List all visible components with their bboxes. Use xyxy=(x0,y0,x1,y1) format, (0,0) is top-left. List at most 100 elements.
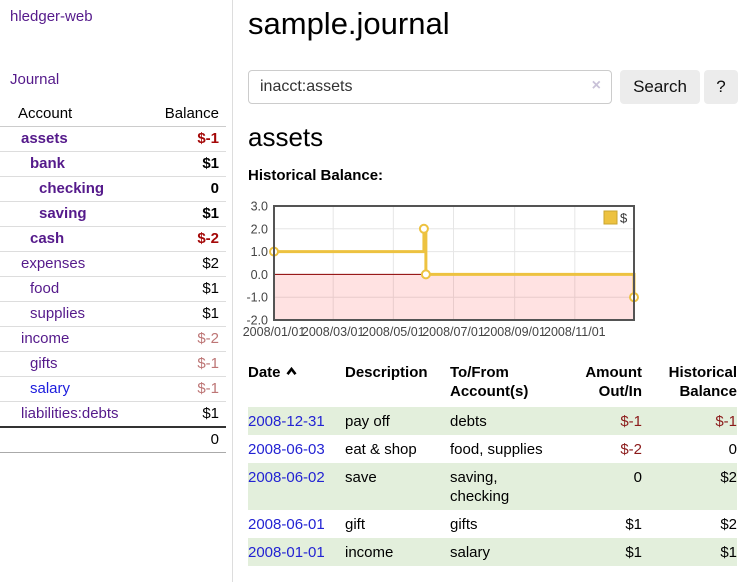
y-tick-label: 1.0 xyxy=(251,245,268,259)
sort-ascending-icon xyxy=(285,366,297,375)
account-row: expenses $2 xyxy=(0,251,226,277)
account-row: cash $-2 xyxy=(0,226,226,252)
register-amount: $-1 xyxy=(620,413,642,430)
register-description: save xyxy=(345,469,377,486)
register-date-link[interactable]: 2008-12-31 xyxy=(248,413,325,430)
account-balance: 0 xyxy=(210,180,219,197)
account-balance: $2 xyxy=(202,255,219,272)
account-balance: $-1 xyxy=(197,130,219,147)
register-header-date[interactable]: Date xyxy=(248,361,345,407)
register-table: Date Description To/From Account(s) Amou… xyxy=(248,361,737,566)
account-balance: $1 xyxy=(202,205,219,222)
y-tick-label: -1.0 xyxy=(246,291,268,305)
register-description: gift xyxy=(345,516,366,533)
account-link[interactable]: assets xyxy=(21,130,68,147)
brand-link[interactable]: hledger-web xyxy=(10,8,93,25)
account-row: food $1 xyxy=(0,276,226,302)
register-accounts: gifts xyxy=(450,516,478,533)
legend-label: $ xyxy=(620,211,628,226)
account-row: income $-2 xyxy=(0,326,226,352)
register-header-historical: Historical Balance xyxy=(668,364,737,400)
register-amount: 0 xyxy=(633,469,642,486)
account-link[interactable]: cash xyxy=(30,230,65,247)
main-content: sample.journal × Search ? assets Histori… xyxy=(243,0,742,582)
sidebar: hledger-web Journal Account Balance asse… xyxy=(0,0,233,582)
register-row: 2008-01-01 income salary $1 $1 xyxy=(248,538,737,566)
accounts-header-account: Account xyxy=(0,102,150,127)
register-description: income xyxy=(345,544,394,561)
account-link[interactable]: gifts xyxy=(30,355,58,372)
chart-legend: $ xyxy=(603,210,628,226)
register-date-link[interactable]: 2008-06-01 xyxy=(248,516,325,533)
register-balance: $1 xyxy=(720,544,737,561)
account-link[interactable]: checking xyxy=(39,180,105,197)
account-link[interactable]: liabilities:debts xyxy=(21,405,119,422)
sidebar-item-journal[interactable]: Journal xyxy=(10,71,60,88)
account-balance: $-1 xyxy=(197,355,219,372)
register-header-description: Description xyxy=(345,364,428,381)
page-title: sample.journal xyxy=(248,6,450,41)
chart-title: Historical Balance: xyxy=(248,167,384,184)
account-row: liabilities:debts $1 xyxy=(0,402,226,428)
account-link[interactable]: saving xyxy=(39,205,87,222)
register-balance: 0 xyxy=(728,441,737,458)
accounts-table: Account Balance assets $-1 bank $1 checking 0… xyxy=(0,102,226,453)
register-balance: $2 xyxy=(720,516,737,533)
register-date-link[interactable]: 2008-06-02 xyxy=(248,469,325,486)
register-row: 2008-06-01 gift gifts $1 $2 xyxy=(248,510,737,538)
register-row: 2008-06-02 save saving, checking 0 $2 xyxy=(248,463,737,510)
account-link[interactable]: supplies xyxy=(30,305,86,322)
x-tick-label: 2008/07/01 xyxy=(422,325,485,339)
account-row: checking 0 xyxy=(0,176,226,202)
data-point-marker xyxy=(420,269,431,280)
account-row: supplies $1 xyxy=(0,301,226,327)
account-link[interactable]: expenses xyxy=(21,255,86,272)
account-link[interactable]: income xyxy=(21,330,70,347)
y-tick-label: 0.0 xyxy=(251,268,268,282)
account-row: gifts $-1 xyxy=(0,351,226,377)
register-amount: $1 xyxy=(625,516,642,533)
register-row: 2008-12-31 pay off debts $-1 $-1 xyxy=(248,407,737,435)
x-tick-label: 2008/01/01 xyxy=(243,325,306,339)
search-input[interactable] xyxy=(248,70,612,104)
search-button[interactable]: Search xyxy=(620,70,700,104)
y-tick-label: 3.0 xyxy=(251,200,268,214)
clear-search-icon[interactable]: × xyxy=(591,77,601,94)
y-tick-label: -2.0 xyxy=(246,314,268,328)
accounts-header-balance: Balance xyxy=(149,102,226,127)
y-tick-label: 2.0 xyxy=(251,222,268,236)
account-balance: $1 xyxy=(202,405,219,422)
register-row: 2008-06-03 eat & shop food, supplies $-2 0 xyxy=(248,435,737,463)
help-button[interactable]: ? xyxy=(704,70,738,104)
historical-balance-chart: $3.0 2.0 1.0 0.0 -1.0 -2.02008/01/012008/03/0… xyxy=(243,200,639,339)
account-balance: $-2 xyxy=(197,330,219,347)
x-tick-label: 2008/05/01 xyxy=(362,325,425,339)
account-row: salary $-1 xyxy=(0,376,226,402)
accounts-total-row: 0 xyxy=(0,426,226,453)
account-row: bank $1 xyxy=(0,151,226,177)
account-balance: $-1 xyxy=(197,380,219,397)
register-amount: $-2 xyxy=(620,441,642,458)
data-point-marker xyxy=(418,223,429,234)
register-balance: $2 xyxy=(720,469,737,486)
register-header-tofrom: To/From Account(s) xyxy=(450,364,529,400)
register-accounts: debts xyxy=(450,413,487,430)
account-balance: $-2 xyxy=(197,230,219,247)
account-row: assets $-1 xyxy=(0,126,226,152)
account-link[interactable]: salary xyxy=(30,380,71,397)
account-row: saving $1 xyxy=(0,201,226,227)
register-header-date-label: Date xyxy=(248,364,281,381)
account-heading: assets xyxy=(248,122,324,152)
register-date-link[interactable]: 2008-06-03 xyxy=(248,441,325,458)
register-header-amount: Amount Out/In xyxy=(585,364,642,400)
account-link[interactable]: bank xyxy=(30,155,66,172)
register-date-link[interactable]: 2008-01-01 xyxy=(248,544,325,561)
account-balance: $1 xyxy=(202,280,219,297)
account-balance: $1 xyxy=(202,305,219,322)
register-accounts: saving, checking xyxy=(450,469,510,505)
account-link[interactable]: food xyxy=(30,280,60,297)
account-balance: $1 xyxy=(202,155,219,172)
register-description: pay off xyxy=(345,413,390,430)
legend-swatch-icon xyxy=(603,210,618,225)
